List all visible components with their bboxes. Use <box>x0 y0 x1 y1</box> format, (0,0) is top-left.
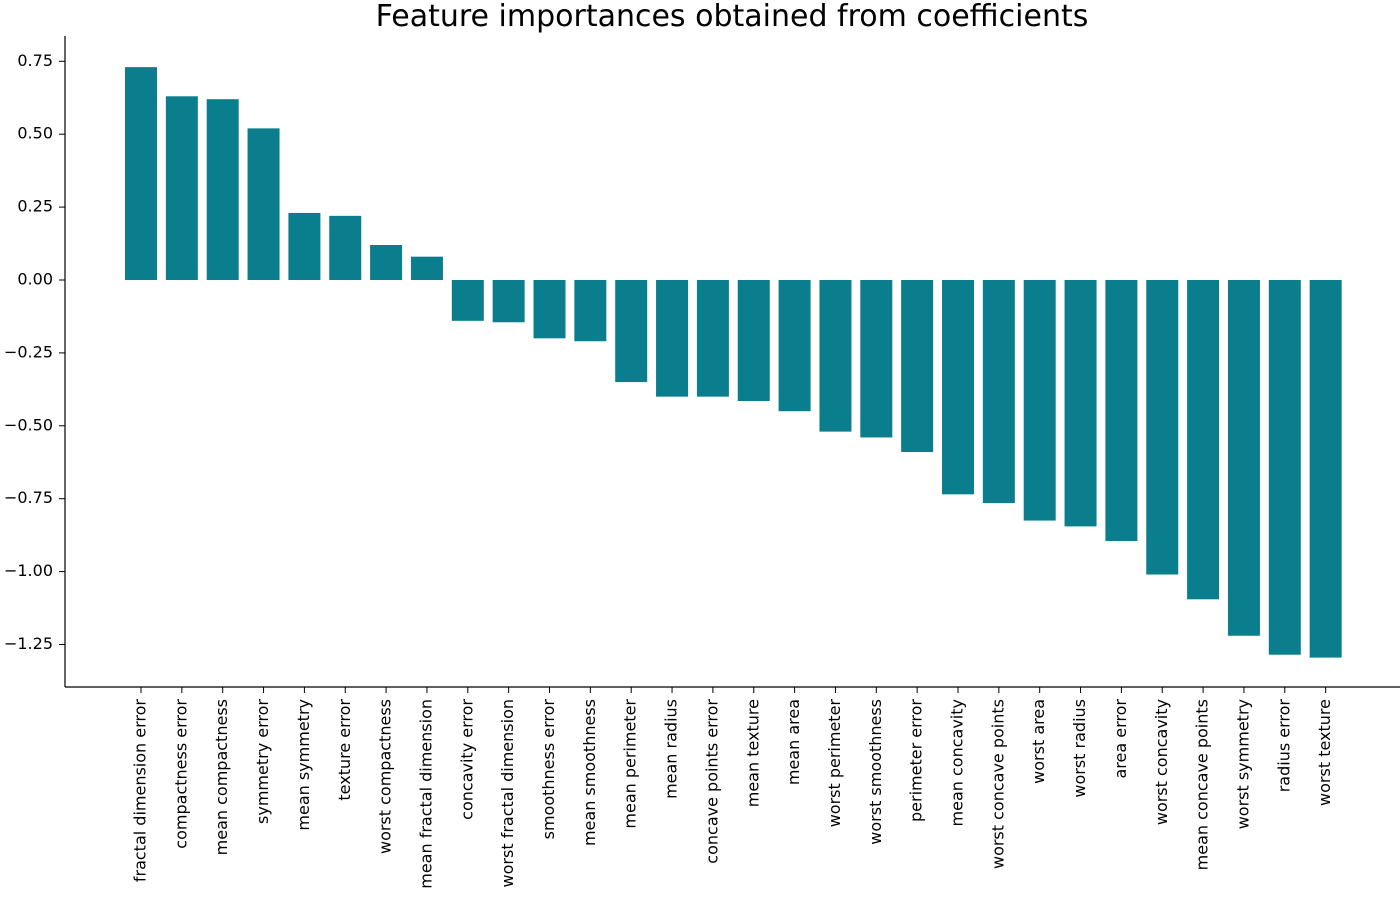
bar-2 <box>206 99 239 281</box>
x-tick-label-7: mean fractal dimension <box>416 699 435 889</box>
x-tick-label-11: mean smoothness <box>580 699 599 846</box>
y-tick-label-2: 0.25 <box>17 197 53 216</box>
bar-15 <box>737 280 770 402</box>
x-tick-label-28: radius error <box>1274 699 1293 793</box>
x-tick-label-15: mean texture <box>743 699 762 807</box>
x-tick-label-14: concave points error <box>702 699 721 864</box>
x-tick-label-1: compactness error <box>171 699 190 849</box>
bar-26 <box>1187 280 1220 600</box>
x-tick-label-6: worst compactness <box>376 699 395 854</box>
x-tick-label-12: mean perimeter <box>621 699 640 829</box>
y-tick-label-4: −0.25 <box>4 342 53 361</box>
bar-27 <box>1227 280 1260 636</box>
x-axis: fractal dimension error compactness error… <box>131 687 1334 889</box>
x-tick-label-8: concavity error <box>457 699 476 820</box>
y-tick-label-7: −1.00 <box>4 561 53 580</box>
x-tick-label-5: texture error <box>335 699 354 801</box>
bar-25 <box>1146 280 1179 575</box>
chart-title: Feature importances obtained from coeffi… <box>376 0 1089 34</box>
y-tick-label-5: −0.50 <box>4 415 53 434</box>
bar-28 <box>1268 280 1301 655</box>
bars-group <box>125 67 1342 658</box>
bar-9 <box>492 280 525 323</box>
x-tick-label-24: area error <box>1111 699 1130 779</box>
x-tick-label-23: worst radius <box>1070 699 1089 798</box>
x-tick-label-22: worst area <box>1029 699 1048 784</box>
bar-0 <box>125 67 157 280</box>
x-tick-label-18: worst smoothness <box>866 699 885 845</box>
bar-13 <box>656 280 689 397</box>
y-tick-label-8: −1.25 <box>4 634 53 653</box>
bar-11 <box>574 280 607 342</box>
y-axis: 0.75 0.50 0.25 0.00 −0.25 −0.50 −0.75 −1.00 −1.2… <box>4 51 65 653</box>
x-tick-label-2: mean compactness <box>212 699 231 855</box>
bar-5 <box>329 215 362 280</box>
x-tick-label-13: mean radius <box>662 699 681 799</box>
x-tick-label-4: mean symmetry <box>294 699 313 831</box>
bar-8 <box>451 280 484 321</box>
bar-4 <box>288 212 321 280</box>
bar-10 <box>533 280 566 339</box>
bar-17 <box>819 280 852 432</box>
x-tick-label-27: worst symmetry <box>1233 699 1252 829</box>
bar-29 <box>1309 280 1342 658</box>
x-tick-label-0: fractal dimension error <box>131 699 150 883</box>
x-tick-label-19: perimeter error <box>907 699 926 822</box>
x-tick-label-21: worst concave points <box>988 699 1007 869</box>
bar-6 <box>370 245 403 280</box>
bar-7 <box>410 256 443 280</box>
bar-18 <box>860 280 893 438</box>
bar-22 <box>1023 280 1056 521</box>
y-tick-label-0: 0.75 <box>17 51 53 70</box>
y-tick-label-6: −0.75 <box>4 488 53 507</box>
bar-20 <box>942 280 974 495</box>
x-tick-label-10: smoothness error <box>539 699 558 840</box>
x-tick-label-20: mean concavity <box>948 699 967 826</box>
x-tick-label-16: mean area <box>784 699 803 785</box>
y-tick-label-1: 0.50 <box>17 124 53 143</box>
x-tick-label-3: symmetry error <box>253 699 272 824</box>
x-tick-label-9: worst fractal dimension <box>498 699 517 887</box>
bar-21 <box>982 280 1015 504</box>
bar-12 <box>615 280 648 383</box>
bar-14 <box>696 280 729 397</box>
y-tick-label-3: 0.00 <box>17 270 53 289</box>
x-tick-label-29: worst texture <box>1315 699 1334 806</box>
bar-19 <box>901 280 934 453</box>
bar-24 <box>1105 280 1138 541</box>
bar-3 <box>247 128 280 280</box>
bar-23 <box>1064 280 1097 527</box>
x-tick-label-17: worst perimeter <box>825 699 844 828</box>
bar-1 <box>165 96 198 280</box>
bar-16 <box>778 280 811 412</box>
x-tick-label-25: worst concavity <box>1152 699 1171 825</box>
x-tick-label-26: mean concave points <box>1193 699 1212 870</box>
